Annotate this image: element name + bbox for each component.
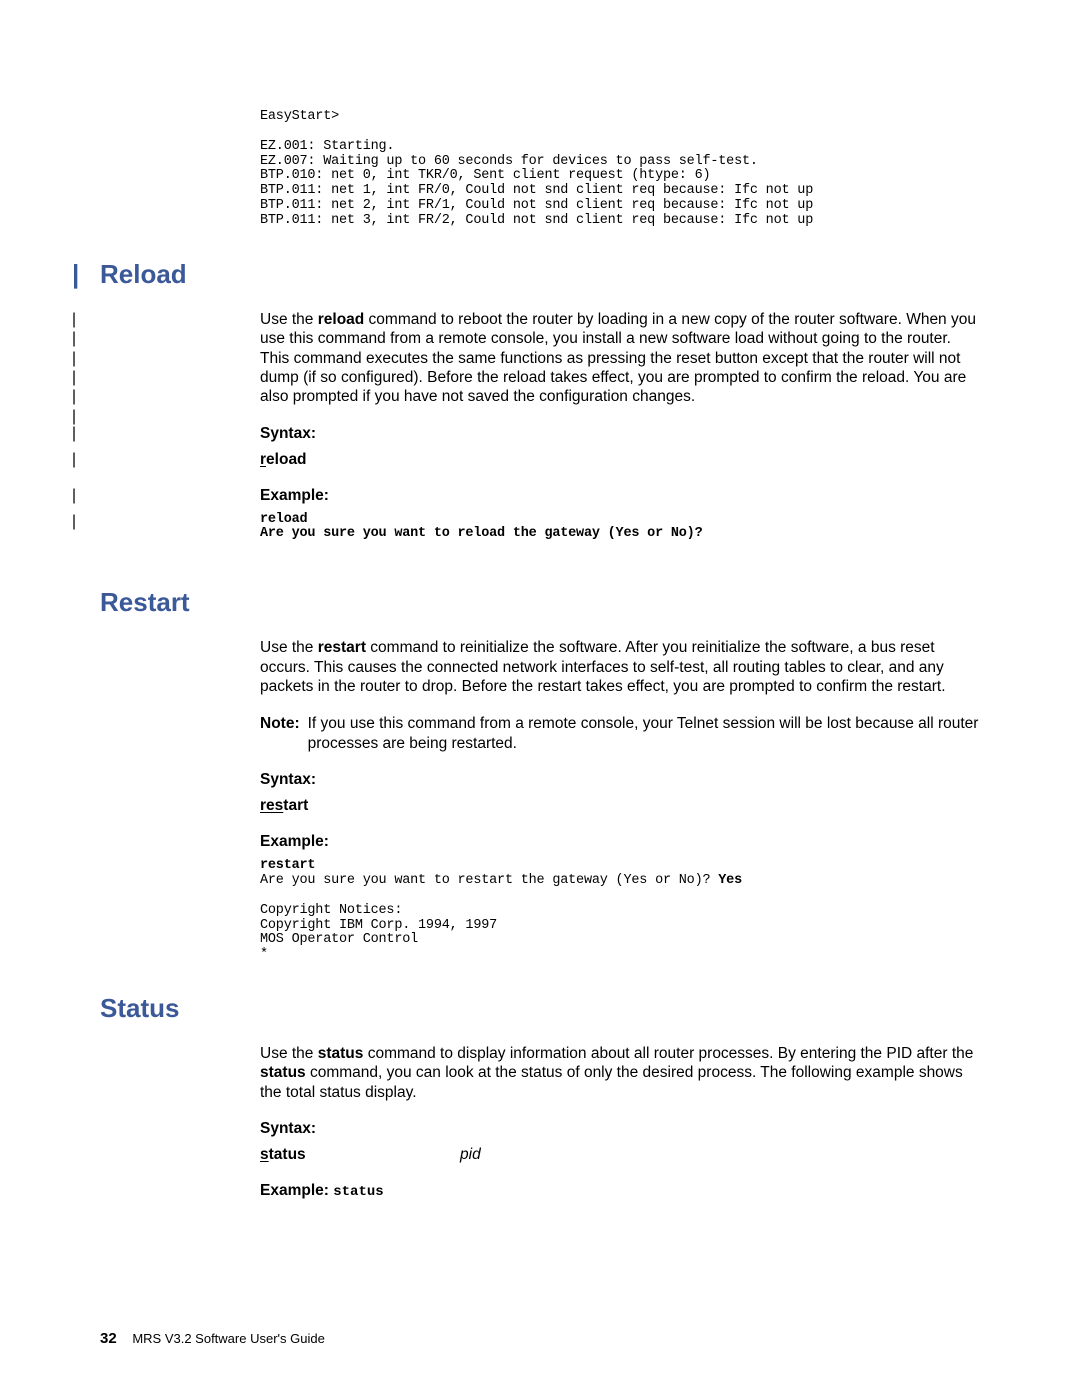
footer-title: MRS V3.2 Software User's Guide [132, 1331, 325, 1346]
restart-syntax-label: Syntax: [260, 771, 980, 789]
revision-bar-icon: |||||| [72, 310, 76, 426]
revision-bar-icon: | [72, 425, 76, 443]
status-syntax-command: status pid [260, 1146, 980, 1164]
revision-bar-icon: | [72, 451, 76, 469]
restart-note: Note: If you use this command from a rem… [260, 714, 980, 753]
restart-description: Use the restart command to reinitialize … [260, 638, 980, 696]
easystart-output: EasyStart> EZ.001: Starting. EZ.007: Wai… [260, 110, 980, 229]
reload-section: |||||| Use the reload command to reboot … [100, 310, 980, 543]
page-number: 32 [100, 1330, 117, 1347]
status-example-label: Example: status [260, 1182, 980, 1200]
restart-example-label: Example: [260, 833, 980, 851]
reload-example-label: | Example: [260, 487, 980, 505]
status-description: Use the status command to display inform… [260, 1044, 980, 1102]
revision-bar-icon: | [72, 513, 76, 530]
reload-description: |||||| Use the reload command to reboot … [260, 310, 980, 407]
note-label: Note: [260, 714, 300, 753]
restart-example-output: restart Are you sure you want to restart… [260, 859, 980, 963]
status-syntax-label: Syntax: [260, 1120, 980, 1138]
reload-heading: | Reload [100, 259, 980, 290]
restart-heading: Restart [100, 587, 980, 618]
restart-syntax-command: restart [260, 797, 980, 815]
reload-syntax-label: | Syntax: [260, 425, 980, 443]
note-text: If you use this command from a remote co… [308, 714, 980, 753]
status-heading: Status [100, 993, 980, 1024]
revision-bar-icon: | [72, 487, 76, 505]
reload-example-output: |reload Are you sure you want to reload … [260, 513, 980, 543]
page-content: EasyStart> EZ.001: Starting. EZ.007: Wai… [100, 110, 980, 1200]
reload-syntax-command: | reload [260, 451, 980, 469]
page-footer: 32 MRS V3.2 Software User's Guide [100, 1330, 325, 1347]
revision-bar-icon: | [72, 259, 79, 290]
